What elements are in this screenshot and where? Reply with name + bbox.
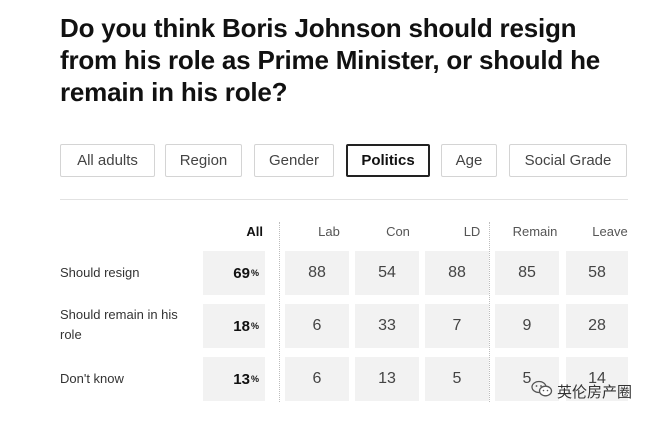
column-header-remain: Remain xyxy=(512,224,558,239)
poll-question: Do you think Boris Johnson should resign… xyxy=(60,13,601,107)
table-cell-all: 13% xyxy=(203,357,265,401)
all-value: 13 xyxy=(233,370,250,388)
table-cell-lab: 6 xyxy=(285,304,349,348)
tab-gender[interactable]: Gender xyxy=(254,144,334,177)
table-cell-leave: 14 xyxy=(566,357,628,401)
table-cell-con: 13 xyxy=(355,357,419,401)
row-label-should-remain: Should remain in his role xyxy=(60,307,178,342)
tab-social-grade[interactable]: Social Grade xyxy=(509,144,627,177)
table-cell-remain: 5 xyxy=(495,357,559,401)
table-cell-con: 54 xyxy=(355,251,419,295)
table-cell-all: 18% xyxy=(203,304,265,348)
table-cell-lab: 6 xyxy=(285,357,349,401)
all-value: 18 xyxy=(233,317,250,335)
table-cell-remain: 85 xyxy=(495,251,559,295)
column-header-lab: Lab xyxy=(318,224,340,239)
wechat-icon xyxy=(531,380,557,402)
tab-all-adults[interactable]: All adults xyxy=(60,144,155,177)
table-cell-leave: 58 xyxy=(566,251,628,295)
table-cell-leave: 28 xyxy=(566,304,628,348)
percent-sign: % xyxy=(250,374,259,384)
all-value: 69 xyxy=(233,264,250,282)
column-header-ld: LD xyxy=(463,224,481,239)
row-label-should-resign: Should resign xyxy=(60,265,140,280)
table-cell-all: 69% xyxy=(203,251,265,295)
tab-politics[interactable]: Politics xyxy=(346,144,430,177)
breakdown-tabs: All adults Region Gender Politics Age So… xyxy=(60,144,640,177)
percent-sign: % xyxy=(250,268,259,278)
table-cell-lab: 88 xyxy=(285,251,349,295)
tab-region[interactable]: Region xyxy=(165,144,242,177)
watermark: 英伦房产圈 xyxy=(531,380,632,402)
watermark-text: 英伦房产圈 xyxy=(557,383,633,401)
group-separator xyxy=(489,222,491,402)
table-cell-ld: 5 xyxy=(425,357,489,401)
column-header-all: All xyxy=(246,224,263,239)
section-divider xyxy=(60,199,628,200)
table-cell-ld: 7 xyxy=(425,304,489,348)
group-separator xyxy=(279,222,281,402)
table-cell-remain: 9 xyxy=(495,304,559,348)
percent-sign: % xyxy=(250,321,259,331)
tab-age[interactable]: Age xyxy=(441,144,497,177)
table-cell-con: 33 xyxy=(355,304,419,348)
row-label-dont-know: Don't know xyxy=(60,371,124,386)
column-header-leave: Leave xyxy=(592,224,628,239)
table-cell-ld: 88 xyxy=(425,251,489,295)
column-header-con: Con xyxy=(386,224,410,239)
